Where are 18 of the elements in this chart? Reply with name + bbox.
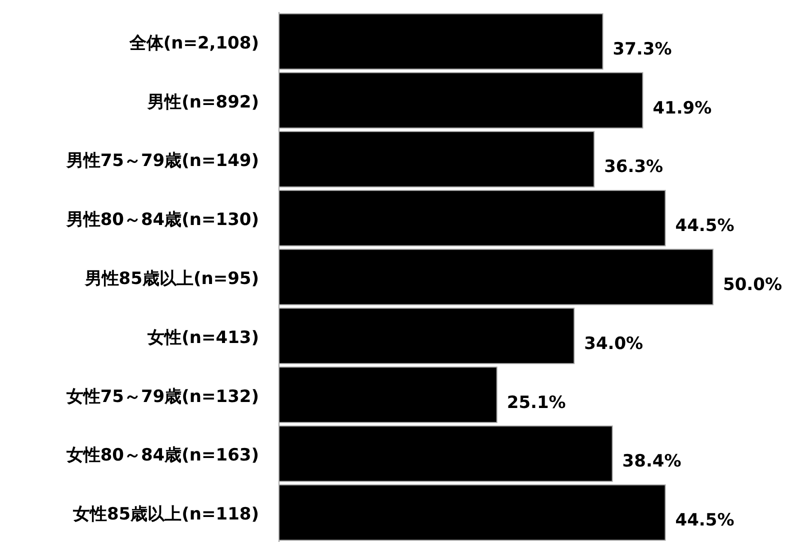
y-tick-label: 女性75～79歳(n=132) (65, 386, 259, 407)
y-tick-label: 男性80～84歳(n=130) (65, 210, 259, 230)
data-label: 44.5% (675, 510, 734, 531)
data-label: 25.1% (506, 392, 566, 413)
y-tick-label: 男性(n=892) (146, 92, 259, 112)
data-label: 36.3% (604, 157, 664, 178)
y-tick-label: 男性75～79歳(n=149) (65, 151, 259, 172)
data-label: 38.4% (622, 452, 682, 472)
y-tick-label: 女性85歳以上(n=118) (72, 504, 259, 525)
data-label: 44.5% (675, 216, 734, 236)
data-label: 34.0% (584, 334, 644, 354)
y-tick-label: 女性80～84歳(n=163) (65, 446, 259, 466)
data-label: 37.3% (612, 39, 672, 60)
data-label: 50.0% (723, 275, 782, 295)
data-label: 41.9% (652, 98, 712, 118)
y-tick-label: 全体(n=2,108) (128, 33, 259, 54)
y-tick-label: 男性85歳以上(n=95) (84, 269, 259, 289)
y-tick-label: 女性(n=413) (146, 328, 259, 348)
